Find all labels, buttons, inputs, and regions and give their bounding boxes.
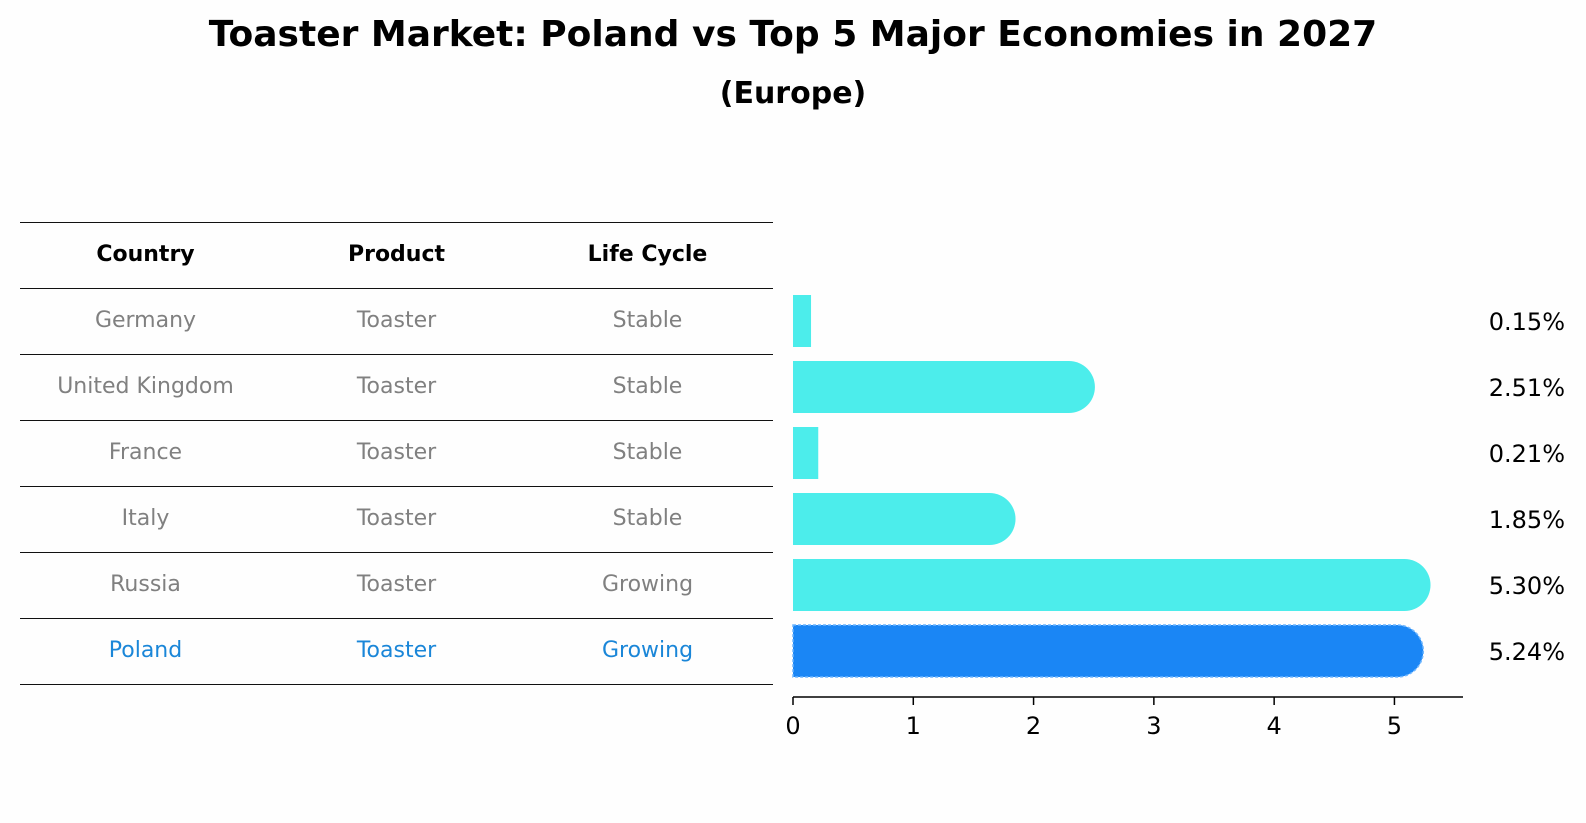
value-label: 5.24% [1489,638,1565,666]
table-cell: Poland [108,638,183,663]
table-cell: France [108,440,183,465]
table-rule [20,354,773,355]
table-cell: Italy [121,506,170,531]
bar-united-kingdom [793,361,1095,413]
table-rule [20,552,773,553]
x-tick-label: 3 [1146,712,1161,740]
table-cell: Stable [612,374,683,399]
table-cell: Russia [110,572,181,597]
bar-germany [793,295,812,347]
bar-france [793,427,819,479]
value-label: 1.85% [1489,506,1565,534]
table-cell: Stable [612,308,683,333]
bar-russia [793,559,1431,611]
table-cell: Stable [612,440,683,465]
table-rule [20,420,773,421]
table-rule [20,684,773,685]
table-rule [20,618,773,619]
table-cell: Growing [601,638,694,663]
table-cell: Toaster [356,572,437,597]
bar-italy [793,493,1016,545]
table-cell: Growing [601,572,694,597]
chart-subtitle: (Europe) [719,76,867,111]
table-header-cell: Country [96,242,195,267]
table-cell: Stable [612,506,683,531]
x-tick-label: 1 [906,712,921,740]
table-header-cell: Product [347,242,446,267]
value-label: 2.51% [1489,374,1565,402]
table-cell: Germany [94,308,197,333]
value-label: 0.21% [1489,440,1565,468]
table-rule [20,288,773,289]
x-tick-label: 2 [1026,712,1041,740]
bar-poland [792,624,1425,678]
value-label: 0.15% [1489,308,1565,336]
table-rule [20,486,773,487]
x-tick-label: 0 [785,712,800,740]
table-cell: Toaster [356,506,437,531]
table-cell: Toaster [356,308,437,333]
table-rule [20,222,773,223]
table-header-cell: Life Cycle [587,242,708,267]
table-cell: United Kingdom [57,374,234,399]
x-tick-label: 4 [1267,712,1282,740]
table-cell: Toaster [356,440,437,465]
table-cell: Toaster [356,638,437,663]
chart-title: Toaster Market: Poland vs Top 5 Major Ec… [208,14,1378,55]
value-label: 5.30% [1489,572,1565,600]
table-cell: Toaster [356,374,437,399]
x-tick-label: 5 [1387,712,1402,740]
